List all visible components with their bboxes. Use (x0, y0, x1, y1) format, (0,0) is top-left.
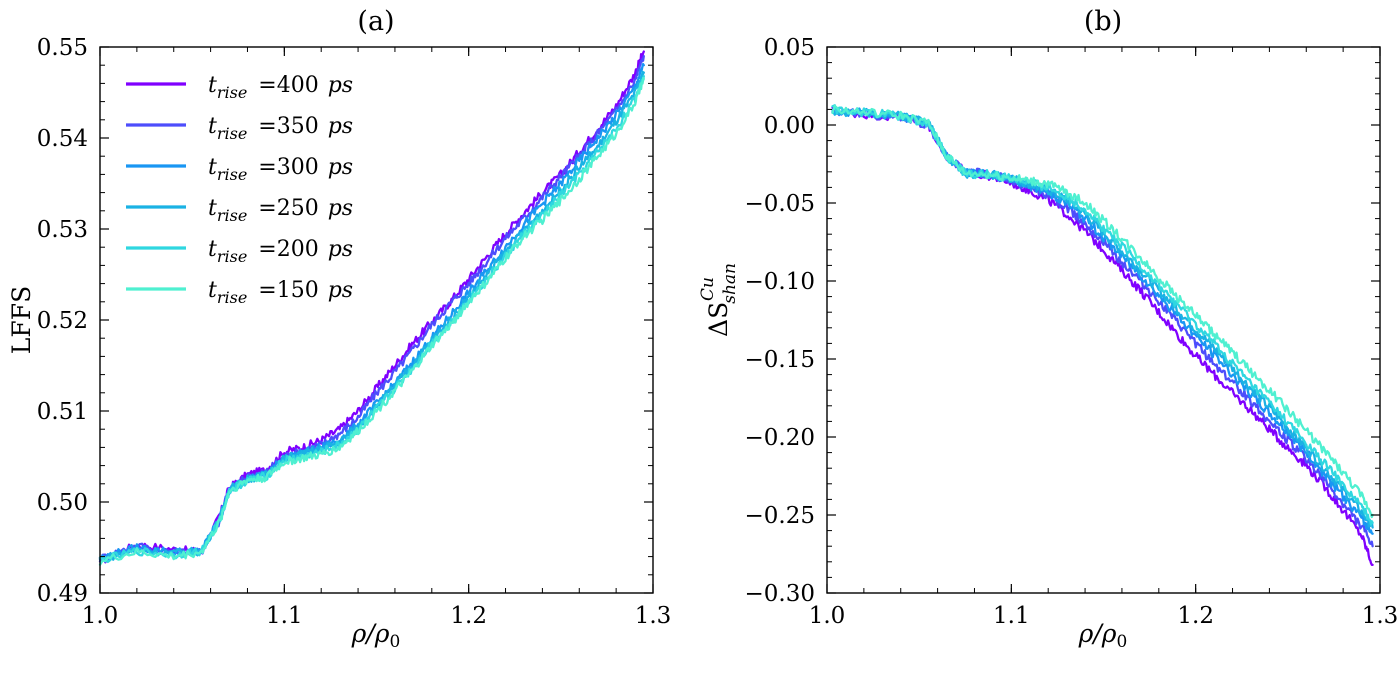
panel-b-series-line-2 (831, 106, 1374, 548)
panel-a-ylabel: LFFS (7, 286, 36, 354)
legend-label: trise =400 ps (208, 73, 353, 102)
panel-a-title: (a) (357, 6, 394, 37)
panel-a-series-line-5 (98, 74, 645, 564)
panel-b-plot: (b) 1.0 1.1 1.2 1.3 0.05 0.00 −0.05 −0.10 −0.15 −… (698, 6, 1398, 652)
panel-a-series-line-1 (98, 50, 645, 564)
y-tick-label: 0.00 (764, 113, 815, 139)
y-tick-label: −0.15 (745, 347, 815, 373)
panel-b-title: (b) (1084, 6, 1122, 37)
panel-a-xlabel: ρ/ρ0 (351, 619, 401, 652)
panel-a-series-line-3 (98, 62, 645, 561)
legend-label: trise =200 ps (208, 237, 353, 266)
x-tick-label: 1.2 (1177, 603, 1214, 629)
panel-b-series-line-4 (831, 107, 1374, 529)
y-tick-label: 0.52 (37, 308, 88, 334)
y-tick-label: −0.05 (745, 191, 815, 217)
y-tick-label: 0.05 (764, 35, 815, 61)
x-tick-label: 1.3 (635, 603, 672, 629)
panel-b-ylabel: ΔSshanCu (698, 263, 740, 337)
panel-a-ticks: 1.0 1.1 1.2 1.3 0.49 0.50 0.51 0.52 0.53 0.54 0.55 (37, 35, 672, 629)
y-tick-label: 0.53 (37, 217, 88, 243)
panel-b-series-line-6 (831, 104, 1374, 519)
panel-a-series-group (98, 50, 645, 566)
legend-label: trise =150 ps (208, 278, 353, 307)
x-tick-label: 1.0 (809, 603, 846, 629)
panel-a-frame (99, 46, 654, 594)
y-tick-label: 0.54 (37, 126, 88, 152)
panel-a-plot: (a) 1.0 1.1 1.2 1.3 0.49 0.50 0.51 0.52 0.53 0.54… (7, 6, 671, 652)
legend-label: trise =350 ps (208, 114, 353, 143)
y-tick-label: −0.10 (745, 269, 815, 295)
panel-b-ticks: 1.0 1.1 1.2 1.3 0.05 0.00 −0.05 −0.10 −0.15 −0.20… (745, 35, 1399, 629)
legend-label: trise =300 ps (208, 155, 353, 184)
panel-b-series-line-1 (831, 106, 1374, 567)
panel-b-xlabel: ρ/ρ0 (1078, 619, 1128, 652)
y-tick-label: −0.30 (745, 581, 815, 607)
y-tick-label: 0.50 (37, 490, 88, 516)
y-tick-label: 0.51 (37, 399, 88, 425)
panel-a-series-line-6 (98, 76, 645, 566)
x-tick-label: 1.1 (266, 603, 303, 629)
panel-b-series-line-3 (831, 107, 1374, 535)
x-tick-label: 1.3 (1362, 603, 1399, 629)
panel-b-frame (826, 46, 1381, 594)
y-tick-label: −0.25 (745, 503, 815, 529)
legend-label: trise =250 ps (208, 196, 353, 225)
panel-a-legend: trise =400 ps trise =350 ps trise =300 ps t… (126, 73, 353, 307)
x-tick-label: 1.2 (450, 603, 487, 629)
panel-b-series-group (831, 104, 1374, 567)
y-tick-label: 0.49 (37, 581, 88, 607)
panel-b-series-line-5 (831, 104, 1374, 526)
y-tick-label: 0.55 (37, 35, 88, 61)
x-tick-label: 1.0 (82, 603, 119, 629)
y-tick-label: −0.20 (745, 425, 815, 451)
panel-a-series-line-2 (98, 54, 645, 563)
panel-a-series-line-4 (98, 70, 645, 563)
x-tick-label: 1.1 (993, 603, 1030, 629)
